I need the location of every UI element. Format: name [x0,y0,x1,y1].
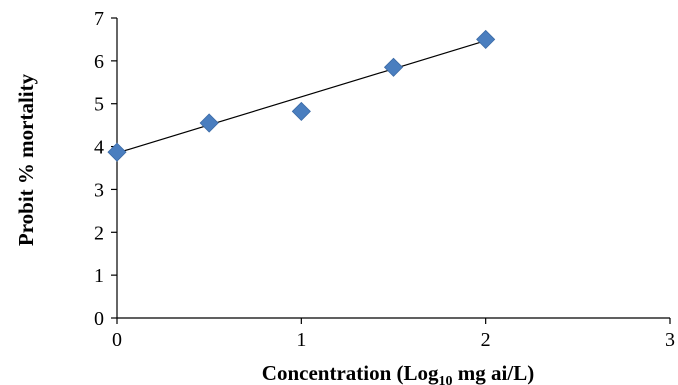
trendline [116,40,486,154]
y-axis: 0 1 2 3 4 5 6 7 [94,8,118,330]
x-axis-title-suffix: mg ai/L) [453,361,535,385]
y-tick-label: 7 [94,8,104,30]
x-axis-title-subscript: 10 [439,374,453,385]
y-tick-label: 5 [94,94,104,116]
x-axis-title-main: Concentration (Log [262,361,439,385]
data-point [107,142,127,162]
data-point [199,113,219,133]
y-axis-title: Probit % mortality [14,73,38,246]
x-tick-label: 3 [665,329,675,351]
data-point [291,101,311,121]
y-tick-label: 4 [94,137,104,159]
data-points [107,29,496,162]
x-axis: 0 1 2 3 [112,317,675,351]
x-tick-label: 0 [112,329,122,351]
y-tick-label: 6 [94,51,104,73]
data-point [383,57,404,77]
trendline-group [116,40,486,154]
x-tick-label: 1 [296,329,306,351]
y-tick-label: 1 [94,265,104,287]
y-tick-label: 3 [94,179,104,201]
y-tick-label: 2 [94,222,104,244]
x-axis-title: Concentration (Log10 mg ai/L) [262,361,534,385]
data-point [476,29,496,49]
y-tick-label: 0 [94,308,104,330]
x-tick-label: 2 [481,329,491,351]
